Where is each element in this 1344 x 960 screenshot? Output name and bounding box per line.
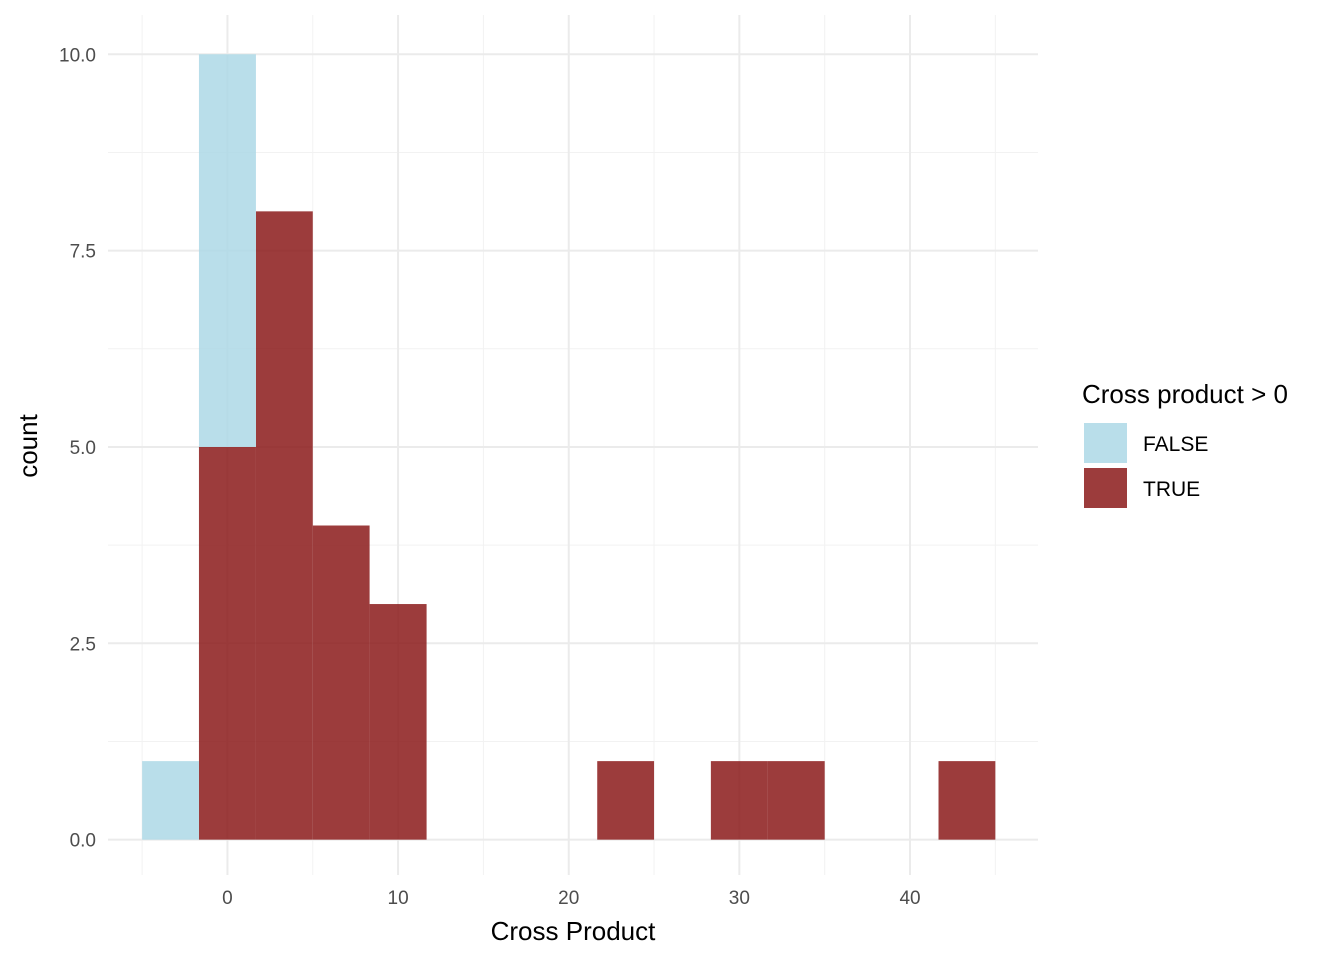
bar-true	[938, 761, 996, 840]
x-tick-label: 30	[729, 888, 750, 909]
y-tick-label: 2.5	[70, 634, 96, 655]
bar-false	[142, 761, 199, 840]
x-tick-label: 10	[388, 888, 409, 909]
legend-label-true: TRUE	[1143, 478, 1200, 501]
bar-true	[767, 761, 825, 840]
legend-items: FALSE TRUE	[1084, 423, 1208, 508]
x-tick-label: 0	[222, 888, 233, 909]
histogram-bars	[142, 54, 996, 840]
legend-swatch-false	[1084, 423, 1127, 463]
bar-true	[597, 761, 655, 840]
y-axis-title: count	[13, 413, 43, 477]
x-tick-label: 40	[899, 888, 920, 909]
legend-swatch-true	[1084, 468, 1127, 508]
y-tick-label: 10.0	[59, 45, 96, 66]
y-axis-tick-labels: 0.0 2.5 5.0 7.5 10.0	[59, 45, 96, 851]
bar-true	[369, 604, 427, 840]
y-tick-label: 5.0	[70, 438, 96, 459]
bar-true	[710, 761, 768, 840]
bar-true	[255, 211, 313, 840]
legend: Cross product > 0 FALSE TRUE	[1082, 379, 1288, 508]
x-tick-label: 20	[558, 888, 579, 909]
y-tick-label: 7.5	[70, 242, 96, 263]
bar-true	[198, 446, 256, 840]
x-axis-title: Cross Product	[491, 916, 656, 946]
bar-false	[198, 54, 256, 447]
legend-label-false: FALSE	[1143, 433, 1208, 456]
y-tick-label: 0.0	[70, 831, 96, 852]
x-axis-tick-labels: 0 10 20 30 40	[222, 888, 920, 909]
legend-title: Cross product > 0	[1082, 379, 1288, 409]
bar-true	[312, 525, 370, 840]
